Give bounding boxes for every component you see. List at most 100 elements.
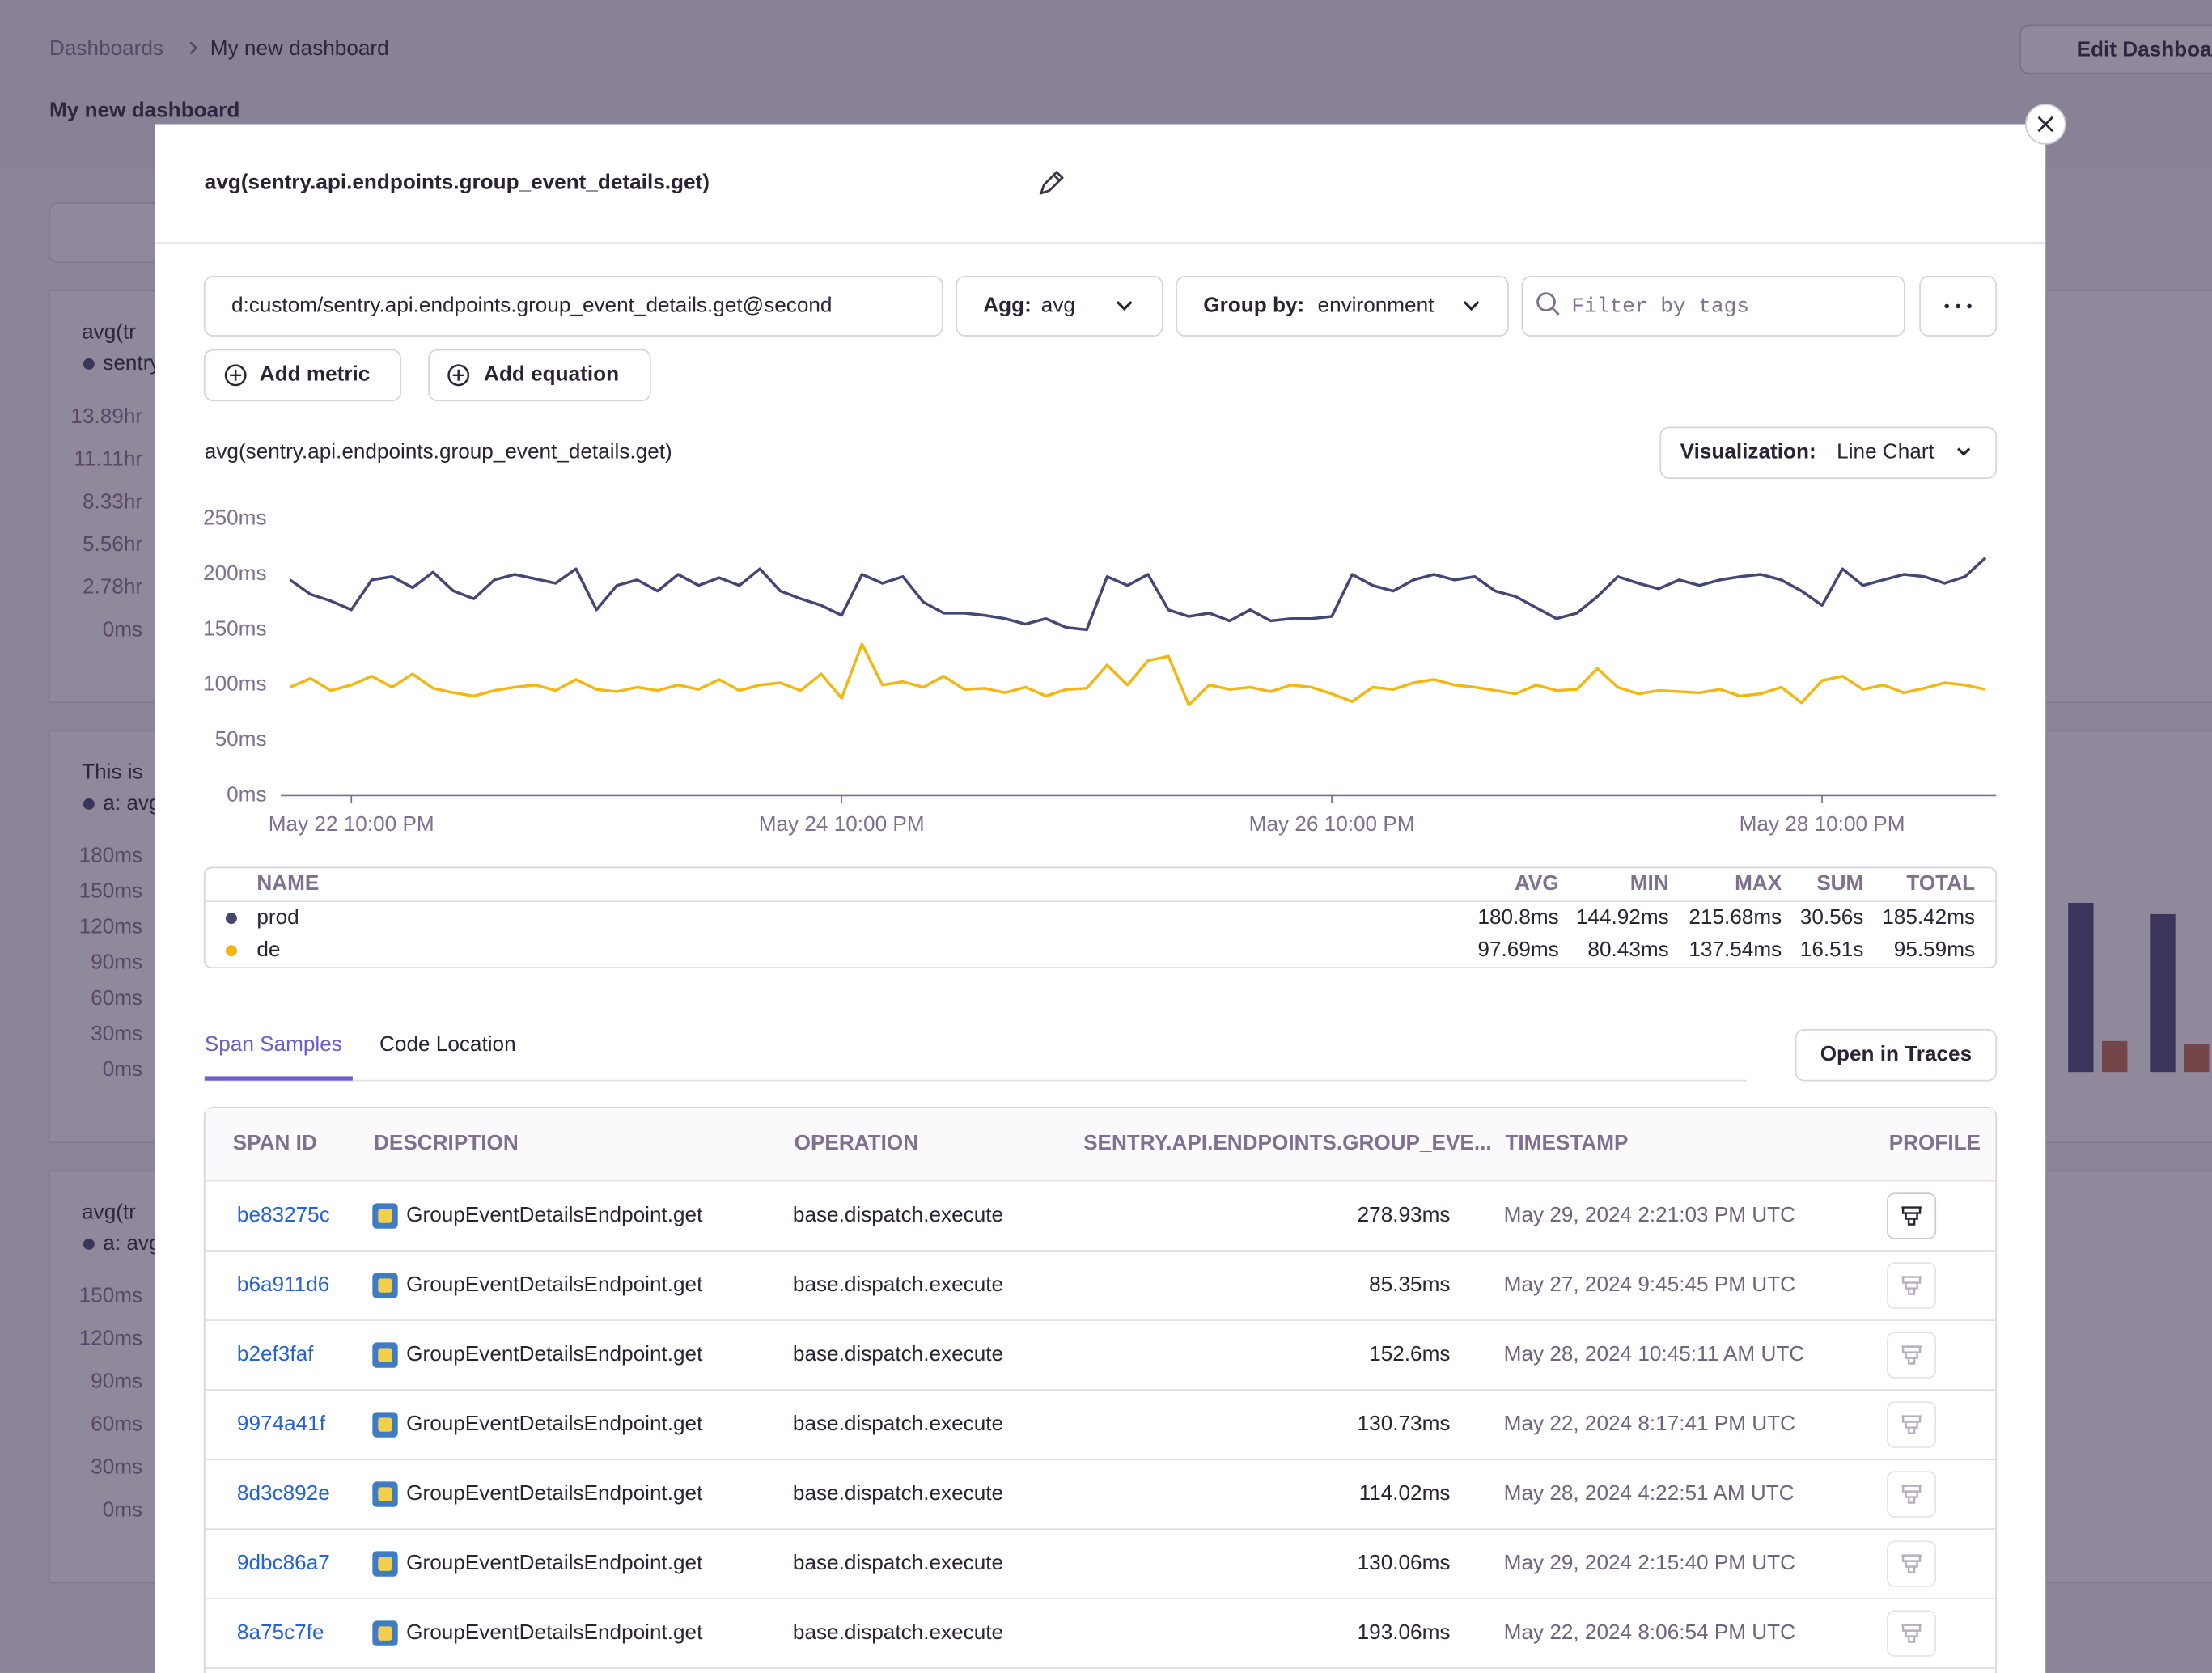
column-header: SUM bbox=[1816, 870, 1863, 895]
duration: 152.6ms bbox=[1369, 1341, 1450, 1366]
modal-title: avg(sentry.api.endpoints.group_event_det… bbox=[205, 170, 710, 194]
duration: 130.06ms bbox=[1358, 1550, 1451, 1574]
python-icon bbox=[378, 1209, 392, 1223]
python-icon bbox=[378, 1557, 392, 1571]
more-icon bbox=[1944, 303, 1972, 309]
profile-button[interactable] bbox=[1887, 1192, 1937, 1239]
add-metric-button[interactable] bbox=[203, 349, 402, 402]
agg-select[interactable] bbox=[956, 275, 1163, 337]
summary-cell: 30.56s bbox=[1800, 904, 1864, 929]
filter-placeholder: Filter by tags bbox=[1571, 294, 1749, 318]
summary-cell: 180.8ms bbox=[1477, 904, 1558, 929]
description: GroupEventDetailsEndpoint.get bbox=[406, 1202, 703, 1226]
button-label: Add metric bbox=[260, 362, 371, 386]
edit-icon[interactable] bbox=[1039, 170, 1064, 196]
operation: base.dispatch.execute bbox=[793, 1550, 1003, 1574]
profile-icon bbox=[1901, 1345, 1922, 1365]
search-icon bbox=[1536, 292, 1556, 312]
group-select[interactable] bbox=[1176, 275, 1509, 337]
summary-cell: 215.68ms bbox=[1689, 904, 1782, 929]
plus-icon bbox=[447, 364, 470, 387]
column-header: TIMESTAMP bbox=[1505, 1130, 1628, 1154]
y-tick-label: 50ms bbox=[215, 726, 267, 751]
span-id[interactable]: be83275c bbox=[237, 1202, 330, 1226]
column-header: SENTRY.API.ENDPOINTS.GROUP_EVE... bbox=[1083, 1130, 1492, 1154]
profile-button[interactable] bbox=[1887, 1471, 1937, 1518]
legend-swatch bbox=[225, 913, 237, 925]
column-header: TOTAL bbox=[1906, 870, 1975, 895]
legend-table bbox=[203, 866, 1998, 969]
profile-icon bbox=[1901, 1206, 1922, 1226]
active-tab-indicator bbox=[204, 1076, 353, 1081]
button-label: Open in Traces bbox=[1820, 1041, 1972, 1065]
python-icon bbox=[378, 1417, 392, 1432]
profile-icon bbox=[1901, 1624, 1922, 1643]
profile-button[interactable] bbox=[1887, 1540, 1937, 1587]
column-header: MIN bbox=[1630, 870, 1669, 895]
profile-icon bbox=[1901, 1554, 1922, 1573]
filter-input[interactable] bbox=[1521, 275, 1905, 337]
operation: base.dispatch.execute bbox=[793, 1202, 1003, 1226]
timestamp: May 28, 2024 10:45:11 AM UTC bbox=[1504, 1341, 1805, 1366]
profile-button[interactable] bbox=[1887, 1262, 1937, 1309]
profile-button[interactable] bbox=[1887, 1610, 1937, 1657]
tab[interactable]: Code Location bbox=[379, 1031, 516, 1056]
span-id[interactable]: b6a911d6 bbox=[237, 1272, 329, 1296]
operation: base.dispatch.execute bbox=[793, 1272, 1003, 1296]
open-traces-button[interactable] bbox=[1795, 1029, 1998, 1082]
span-id[interactable]: 9dbc86a7 bbox=[237, 1550, 330, 1574]
column-header: PROFILE bbox=[1889, 1130, 1981, 1154]
legend-name: prod bbox=[256, 904, 299, 929]
duration: 114.02ms bbox=[1359, 1480, 1451, 1505]
duration: 85.35ms bbox=[1369, 1272, 1450, 1296]
metric-select[interactable] bbox=[203, 275, 943, 337]
add-equation-button[interactable] bbox=[428, 349, 651, 402]
operation: base.dispatch.execute bbox=[793, 1620, 1003, 1644]
chevron bbox=[1116, 301, 1133, 311]
search-icon bbox=[1550, 307, 1560, 316]
python-icon bbox=[378, 1487, 392, 1501]
agg-label: Agg: bbox=[983, 292, 1032, 316]
timestamp: May 22, 2024 8:06:54 PM UTC bbox=[1504, 1620, 1795, 1644]
profile-icon bbox=[1901, 1415, 1922, 1434]
column-header: OPERATION bbox=[795, 1130, 918, 1154]
visualization-value: Line Chart bbox=[1837, 439, 1934, 464]
span-id[interactable]: 9974a41f bbox=[237, 1411, 326, 1435]
y-tick-label: 200ms bbox=[203, 561, 266, 585]
span-id[interactable]: 8d3c892e bbox=[237, 1480, 330, 1505]
group-label: Group by: bbox=[1203, 292, 1304, 316]
python-icon bbox=[378, 1348, 392, 1362]
agg-value: avg bbox=[1041, 292, 1075, 316]
description: GroupEventDetailsEndpoint.get bbox=[406, 1411, 703, 1435]
timestamp: May 29, 2024 2:15:40 PM UTC bbox=[1504, 1550, 1795, 1574]
legend-name: de bbox=[256, 937, 280, 961]
profile-icon bbox=[1901, 1485, 1922, 1504]
python-icon bbox=[378, 1626, 392, 1641]
plus-icon bbox=[452, 369, 464, 381]
span-table-header bbox=[206, 1108, 1995, 1181]
span-id[interactable]: b2ef3faf bbox=[237, 1341, 314, 1366]
modal: avg(sentry.api.endpoints.group_event_det… bbox=[155, 104, 2066, 1673]
summary-cell: 97.69ms bbox=[1477, 937, 1558, 961]
description: GroupEventDetailsEndpoint.get bbox=[406, 1480, 703, 1505]
summary-cell: 16.51s bbox=[1800, 937, 1864, 961]
close-icon bbox=[2037, 116, 2053, 133]
y-tick-label: 150ms bbox=[203, 616, 266, 640]
series-line bbox=[289, 557, 1987, 632]
button-label: Add equation bbox=[484, 362, 619, 386]
profile-button[interactable] bbox=[1887, 1401, 1937, 1448]
visualization-select[interactable] bbox=[1659, 426, 1998, 479]
column-header: NAME bbox=[256, 870, 319, 895]
column-header: MAX bbox=[1735, 870, 1782, 895]
description: GroupEventDetailsEndpoint.get bbox=[406, 1272, 703, 1296]
metric-name: d:custom/sentry.api.endpoints.group_even… bbox=[231, 292, 832, 316]
profile-button[interactable] bbox=[1887, 1332, 1937, 1379]
timestamp: May 29, 2024 2:21:03 PM UTC bbox=[1504, 1202, 1795, 1226]
x-tick-label: May 28 10:00 PM bbox=[1740, 811, 1905, 836]
x-tick-label: May 26 10:00 PM bbox=[1249, 811, 1415, 836]
tab[interactable]: Span Samples bbox=[205, 1031, 342, 1056]
duration: 278.93ms bbox=[1358, 1202, 1451, 1226]
span-id[interactable]: 8a75c7fe bbox=[237, 1620, 324, 1644]
timestamp: May 22, 2024 8:17:41 PM UTC bbox=[1504, 1411, 1795, 1435]
